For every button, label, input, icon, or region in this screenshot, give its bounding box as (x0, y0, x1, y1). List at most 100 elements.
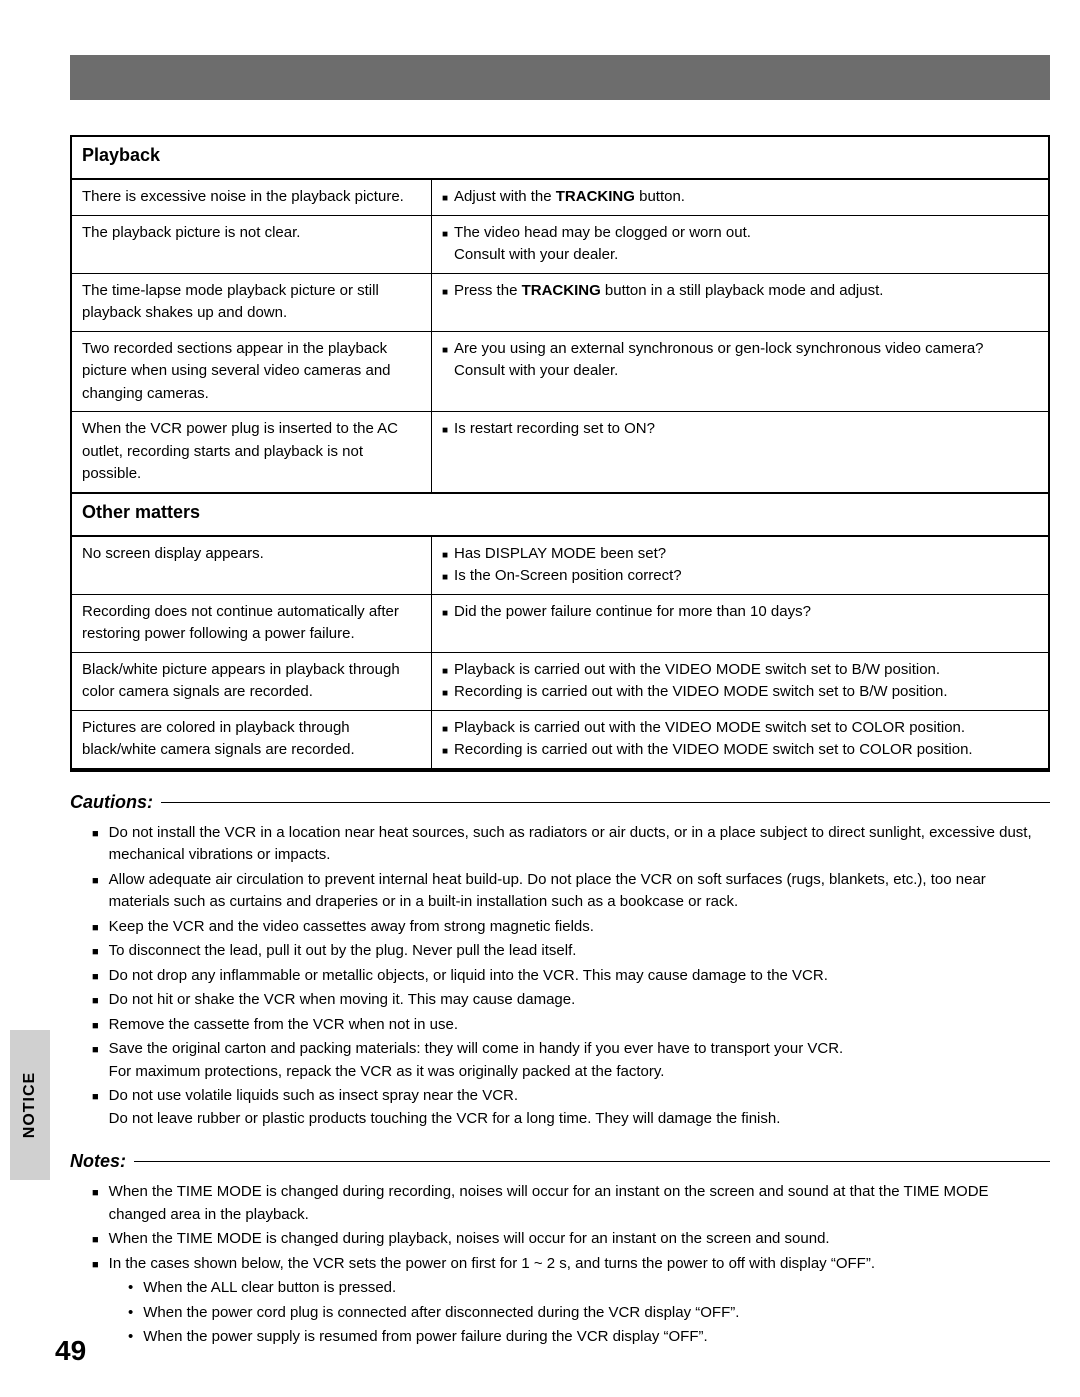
note-sub-text: When the power supply is resumed from po… (143, 1326, 707, 1349)
square-bullet-icon: ■ (442, 722, 448, 740)
note-sub-item: • When the power supply is resumed from p… (70, 1325, 1050, 1350)
remedy-cell: ■ Playback is carried out with the VIDEO … (432, 653, 1048, 710)
caution-item: ■To disconnect the lead, pull it out by … (70, 939, 1050, 964)
square-bullet-icon: ■ (442, 548, 448, 566)
square-bullet-icon: ■ (442, 285, 448, 303)
caution-item: ■Allow adequate air circulation to preve… (70, 868, 1050, 915)
caution-item: ■Save the original carton and packing ma… (70, 1037, 1050, 1084)
remedy-item: ■Has DISPLAY MODE been set? (442, 543, 1038, 566)
remedy-text: Playback is carried out with the VIDEO M… (454, 659, 940, 682)
square-bullet-icon: ■ (92, 1042, 99, 1083)
remedy-text: Playback is carried out with the VIDEO M… (454, 717, 965, 740)
side-tab-label: NOTICE (21, 1072, 39, 1138)
square-bullet-icon: ■ (442, 423, 448, 441)
remedy-text: Did the power failure continue for more … (454, 601, 811, 624)
cautions-title: Cautions: (70, 792, 1050, 813)
remedy-item: ■Did the power failure continue for more… (442, 601, 1038, 624)
note-item: ■ In the cases shown below, the VCR sets … (70, 1252, 1050, 1277)
square-bullet-icon: ■ (442, 227, 448, 267)
note-text: In the cases shown below, the VCR sets t… (109, 1253, 875, 1276)
remedy-cell: ■Adjust with the TRACKING button. (432, 180, 1048, 215)
square-bullet-icon: ■ (442, 191, 448, 209)
square-bullet-icon: ■ (442, 343, 448, 383)
symptom-cell: Pictures are colored in playback through… (72, 711, 432, 768)
note-sub-text: When the power cord plug is connected af… (143, 1302, 739, 1325)
remedy-cell: ■Did the power failure continue for more… (432, 595, 1048, 652)
remedy-item: ■Are you using an external synchronous o… (442, 338, 1038, 383)
remedy-text: Are you using an external synchronous or… (454, 338, 983, 383)
square-bullet-icon: ■ (92, 993, 99, 1012)
notes-title: Notes: (70, 1151, 1050, 1172)
remedy-cell: ■Press the TRACKING button in a still pl… (432, 274, 1048, 331)
symptom-cell: No screen display appears. (72, 537, 432, 594)
notes-title-text: Notes: (70, 1151, 126, 1172)
remedy-text: The video head may be clogged or worn ou… (454, 222, 751, 267)
table-row: The time-lapse mode playback picture or … (72, 274, 1048, 332)
square-bullet-icon: ■ (92, 873, 99, 914)
table-row: There is excessive noise in the playback… (72, 180, 1048, 216)
remedy-text: Is the On-Screen position correct? (454, 565, 682, 588)
square-bullet-icon: ■ (92, 920, 99, 939)
divider-line (134, 1161, 1050, 1162)
square-bullet-icon: ■ (92, 969, 99, 988)
square-bullet-icon: ■ (442, 570, 448, 588)
square-bullet-icon: ■ (92, 1018, 99, 1037)
main-content: Playback There is excessive noise in the… (70, 135, 1050, 1350)
caution-item: ■Do not use volatile liquids such as ins… (70, 1084, 1050, 1131)
square-bullet-icon: ■ (92, 1089, 99, 1130)
symptom-cell: The time-lapse mode playback picture or … (72, 274, 432, 331)
caution-item: ■ Remove the cassette from the VCR when n… (70, 1013, 1050, 1038)
table-row: Two recorded sections appear in the play… (72, 332, 1048, 413)
square-bullet-icon: ■ (92, 826, 99, 867)
table-row: Recording does not continue automaticall… (72, 595, 1048, 653)
side-tab: NOTICE (10, 1030, 50, 1180)
note-sub-item: •When the ALL clear button is pressed. (70, 1276, 1050, 1301)
caution-item: ■ Do not drop any inflammable or metallic… (70, 964, 1050, 989)
table-row: The playback picture is not clear.■The v… (72, 216, 1048, 274)
remedy-item: ■Recording is carried out with the VIDEO… (442, 739, 1038, 762)
caution-text: Do not install the VCR in a location nea… (109, 822, 1050, 867)
note-item: ■When the TIME MODE is changed during re… (70, 1180, 1050, 1227)
symptom-cell: There is excessive noise in the playback… (72, 180, 432, 215)
square-bullet-icon: ■ (442, 664, 448, 682)
page-number: 49 (55, 1335, 86, 1367)
square-bullet-icon: ■ (92, 1232, 99, 1251)
caution-item: ■Do not hit or shake the VCR when moving… (70, 988, 1050, 1013)
remedy-text: Recording is carried out with the VIDEO … (454, 739, 973, 762)
symptom-cell: Two recorded sections appear in the play… (72, 332, 432, 412)
square-bullet-icon: ■ (92, 944, 99, 963)
remedy-cell: ■ Playback is carried out with the VIDEO … (432, 711, 1048, 768)
remedy-item: ■Adjust with the TRACKING button. (442, 186, 1038, 209)
table-row: Black/white picture appears in playback … (72, 653, 1048, 711)
caution-text: Do not use volatile liquids such as inse… (109, 1085, 781, 1130)
remedy-text: Recording is carried out with the VIDEO … (454, 681, 948, 704)
remedy-cell: ■Has DISPLAY MODE been set?■Is the On-Sc… (432, 537, 1048, 594)
remedy-item: ■ Is the On-Screen position correct? (442, 565, 1038, 588)
symptom-cell: The playback picture is not clear. (72, 216, 432, 273)
caution-text: Allow adequate air circulation to preven… (109, 869, 1050, 914)
square-bullet-icon: ■ (442, 686, 448, 704)
remedy-cell: ■The video head may be clogged or worn o… (432, 216, 1048, 273)
dot-bullet-icon: • (128, 1302, 133, 1325)
dot-bullet-icon: • (128, 1326, 133, 1349)
remedy-text: Is restart recording set to ON? (454, 418, 655, 441)
remedy-item: ■The video head may be clogged or worn o… (442, 222, 1038, 267)
note-sub-text: When the ALL clear button is pressed. (143, 1277, 396, 1300)
symptom-cell: Black/white picture appears in playback … (72, 653, 432, 710)
header-bar (70, 55, 1050, 100)
square-bullet-icon: ■ (92, 1257, 99, 1276)
table-row: Pictures are colored in playback through… (72, 711, 1048, 770)
caution-text: Do not drop any inflammable or metallic … (109, 965, 828, 988)
caution-item: ■Keep the VCR and the video cassettes aw… (70, 915, 1050, 940)
table-row: No screen display appears.■Has DISPLAY M… (72, 537, 1048, 595)
note-text: When the TIME MODE is changed during rec… (109, 1181, 1050, 1226)
note-text: When the TIME MODE is changed during pla… (109, 1228, 830, 1251)
remedy-item: ■ Playback is carried out with the VIDEO … (442, 659, 1038, 682)
cautions-title-text: Cautions: (70, 792, 153, 813)
caution-text: Remove the cassette from the VCR when no… (109, 1014, 458, 1037)
troubleshooting-table: Playback There is excessive noise in the… (70, 135, 1050, 772)
playback-section-title: Playback (72, 137, 1048, 180)
table-row: When the VCR power plug is inserted to t… (72, 412, 1048, 494)
remedy-cell: ■ Is restart recording set to ON? (432, 412, 1048, 492)
square-bullet-icon: ■ (92, 1185, 99, 1226)
